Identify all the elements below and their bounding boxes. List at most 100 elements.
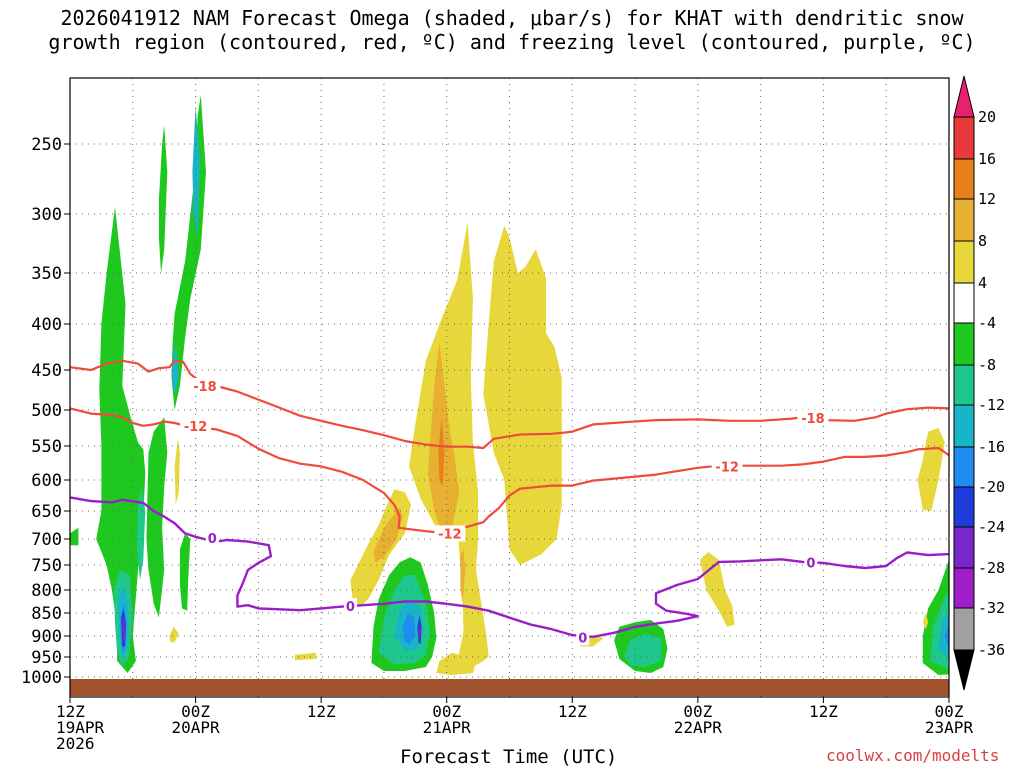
plot-frame (69, 77, 950, 698)
colorbar-label: -4 (978, 314, 996, 332)
y-tick-label: 500 (31, 401, 62, 421)
y-tick-label: 550 (31, 437, 62, 457)
colorbar-label: -20 (978, 478, 1005, 496)
colorbar-label: 20 (978, 108, 996, 126)
colorbar-swatch (953, 240, 975, 284)
omega-region-neg12 (171, 342, 179, 394)
x-tick-label: 22APR (674, 718, 723, 737)
x-tick-label: 2026 (56, 734, 95, 753)
colorbar-swatch (953, 567, 975, 609)
x-tick-label: 00Z (181, 702, 210, 721)
omega-region-neg4 (70, 527, 79, 546)
omega-region-neg8 (137, 486, 146, 580)
omega-region-pos4 (174, 438, 180, 505)
omega-region-neg4 (179, 533, 191, 611)
y-tick-label: 800 (31, 581, 62, 601)
title-line-2: growth region (contoured, red, ºC) and f… (48, 30, 976, 54)
x-tick-label: 00Z (432, 702, 461, 721)
omega-region-pos8 (373, 507, 403, 563)
colorbar-swatch-top (953, 75, 975, 118)
colorbar-swatch (953, 116, 975, 160)
y-tick-label: 400 (31, 315, 62, 335)
y-tick-label: 350 (31, 264, 62, 284)
colorbar-label: 16 (978, 150, 996, 168)
omega-region-pos4 (169, 626, 179, 643)
y-tick-label: 950 (31, 648, 62, 668)
omega-region-pos4 (922, 613, 929, 630)
title-line-1: 2026041912 NAM Forecast Omega (shaded, μ… (60, 6, 964, 30)
omega-region-neg4 (158, 125, 168, 273)
colorbar-swatch (953, 364, 975, 406)
x-tick-label: 20APR (171, 718, 220, 737)
colorbar-swatch (953, 158, 975, 200)
omega-region-neg16 (402, 613, 416, 645)
colorbar-label: 12 (978, 190, 996, 208)
x-tick-label: 12Z (56, 702, 85, 721)
omega-region-neg24 (418, 622, 422, 641)
x-tick-label: 12Z (558, 702, 587, 721)
colorbar-swatch-bottom (953, 649, 975, 691)
colorbar-swatch (953, 322, 975, 366)
y-tick-label: 600 (31, 471, 62, 491)
colorbar: 20 16 12 8 4 -4 -8 -12 -16 -20 -24 -28 -32 -36 (953, 75, 1005, 691)
credit-link[interactable]: coolwx.com/modelts (826, 746, 1000, 765)
x-axis-label: Forecast Time (UTC) (400, 746, 618, 768)
colorbar-swatch (953, 486, 975, 528)
dgz-label-bg (797, 409, 829, 426)
colorbar-label: -28 (978, 559, 1005, 577)
freezing-label-bg (804, 554, 818, 571)
dgz-label: -12 (438, 527, 462, 542)
x-tick-label: 12Z (809, 702, 838, 721)
colorbar-label: -12 (978, 396, 1005, 414)
x-tick-label: 19APR (56, 718, 105, 737)
freezing-label-bg (205, 529, 219, 546)
colorbar-label: -36 (978, 641, 1005, 659)
dgz-label: -18 (801, 412, 825, 427)
x-tick-label: 12Z (307, 702, 336, 721)
omega-region-pos4 (295, 652, 316, 661)
y-tick-label: 450 (31, 361, 62, 381)
dgz-label-bg (434, 525, 466, 542)
colorbar-swatch (953, 282, 975, 324)
omega-region-pos12 (438, 417, 445, 487)
dgz-label-bg (711, 458, 743, 475)
colorbar-label: -16 (978, 438, 1005, 456)
omega-region-pos8 (427, 342, 460, 534)
y-tick-label: 300 (31, 205, 62, 225)
x-tick-label: 00Z (683, 702, 712, 721)
colorbar-label: -24 (978, 518, 1005, 536)
dgz-label: -12 (184, 420, 208, 435)
omega-region-pos8 (460, 549, 466, 604)
omega-region-pos4 (483, 225, 562, 566)
freezing-label: 0 (806, 556, 815, 571)
y-axis: 250 300 350 400 450 500 550 600 650 700 750 800 850 9… (21, 135, 70, 688)
colorbar-swatch (953, 198, 975, 242)
x-tick-label: 21APR (423, 718, 472, 737)
y-tick-label: 1000 (21, 668, 62, 688)
x-tick-label: 23APR (925, 718, 974, 737)
colorbar-swatch (953, 446, 975, 488)
freezing-label-bg (576, 629, 590, 646)
colorbar-label: 8 (978, 232, 987, 250)
colorbar-label: -32 (978, 599, 1005, 617)
colorbar-label: 4 (978, 274, 987, 292)
freezing-label-bg (343, 598, 357, 615)
x-tick-label: 00Z (935, 702, 964, 721)
y-tick-label: 650 (31, 502, 62, 522)
y-tick-label: 850 (31, 604, 62, 624)
dgz-label-bg (180, 417, 212, 434)
y-tick-label: 700 (31, 530, 62, 550)
omega-region-pos4 (436, 652, 476, 675)
ground-surface (70, 679, 949, 696)
chart-title: 2026041912 NAM Forecast Omega (shaded, μ… (0, 6, 1024, 54)
omega-region-neg12 (938, 611, 949, 661)
omega-region-neg8 (624, 633, 662, 667)
y-tick-label: 250 (31, 135, 62, 155)
y-tick-label: 900 (31, 627, 62, 647)
dgz-label: -12 (715, 460, 739, 475)
colorbar-swatch (953, 526, 975, 569)
contour-layer: -18 -18 -12 -12 -12 0 0 0 0 (70, 359, 949, 646)
freezing-label: 0 (208, 532, 217, 547)
